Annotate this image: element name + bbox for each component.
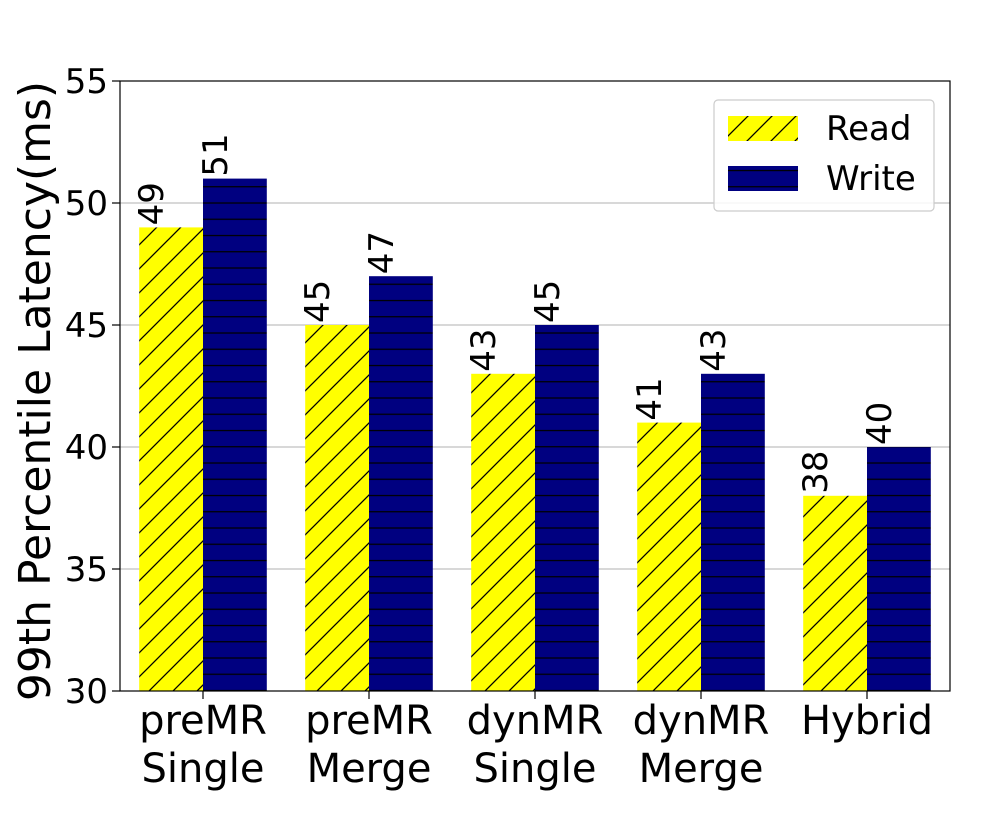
y-tick-label: 40 <box>65 428 108 468</box>
bar-write <box>203 178 267 692</box>
x-tick-label: dynMR <box>467 698 604 744</box>
y-tick-label: 55 <box>65 62 108 102</box>
y-tick-label: 45 <box>65 306 108 346</box>
legend: Read Write <box>713 99 935 212</box>
bar-write <box>867 447 931 691</box>
x-tick-label: Merge <box>307 746 432 792</box>
data-label: 41 <box>630 377 670 420</box>
data-label: 45 <box>298 280 338 323</box>
bar-write <box>369 276 433 691</box>
bar-read <box>305 325 369 691</box>
data-label: 40 <box>860 402 900 445</box>
bar-write <box>701 373 765 691</box>
x-tick-label: dynMR <box>633 698 770 744</box>
bars <box>139 178 931 692</box>
y-tick-label: 35 <box>65 550 108 590</box>
x-tick-label: Hybrid <box>801 698 933 744</box>
bar-read <box>637 422 701 691</box>
x-tick-label: preMR <box>305 698 433 744</box>
bar-write <box>535 325 599 691</box>
data-label: 38 <box>796 451 836 494</box>
data-label: 49 <box>132 182 172 225</box>
data-label: 43 <box>464 329 504 372</box>
data-label: 45 <box>528 280 568 323</box>
y-axis-label: 99th Percentile Latency(ms) <box>10 81 61 701</box>
legend-label-read: Read <box>826 109 911 149</box>
y-tick-label: 30 <box>65 672 108 712</box>
y-axis: 30 35 40 45 50 55 <box>65 62 120 712</box>
x-tick-label: Single <box>142 746 265 792</box>
x-tick-label: Merge <box>639 746 764 792</box>
x-tick-label: preMR <box>139 698 267 744</box>
legend-label-write: Write <box>826 159 916 199</box>
bar-read <box>139 227 203 691</box>
bar-read <box>471 373 535 691</box>
legend-swatch-read <box>728 116 798 141</box>
x-tick-label: Single <box>474 746 597 792</box>
data-label: 51 <box>196 133 236 176</box>
bar-read <box>803 495 867 691</box>
data-label: 43 <box>694 329 734 372</box>
data-label: 47 <box>362 231 402 274</box>
x-axis: preMRSinglepreMRMergedynMRSingledynMRMer… <box>139 691 933 792</box>
y-tick-label: 50 <box>65 184 108 224</box>
legend-swatch-write <box>728 166 798 191</box>
data-labels: 49 51 45 47 43 45 41 43 38 40 <box>132 133 900 493</box>
